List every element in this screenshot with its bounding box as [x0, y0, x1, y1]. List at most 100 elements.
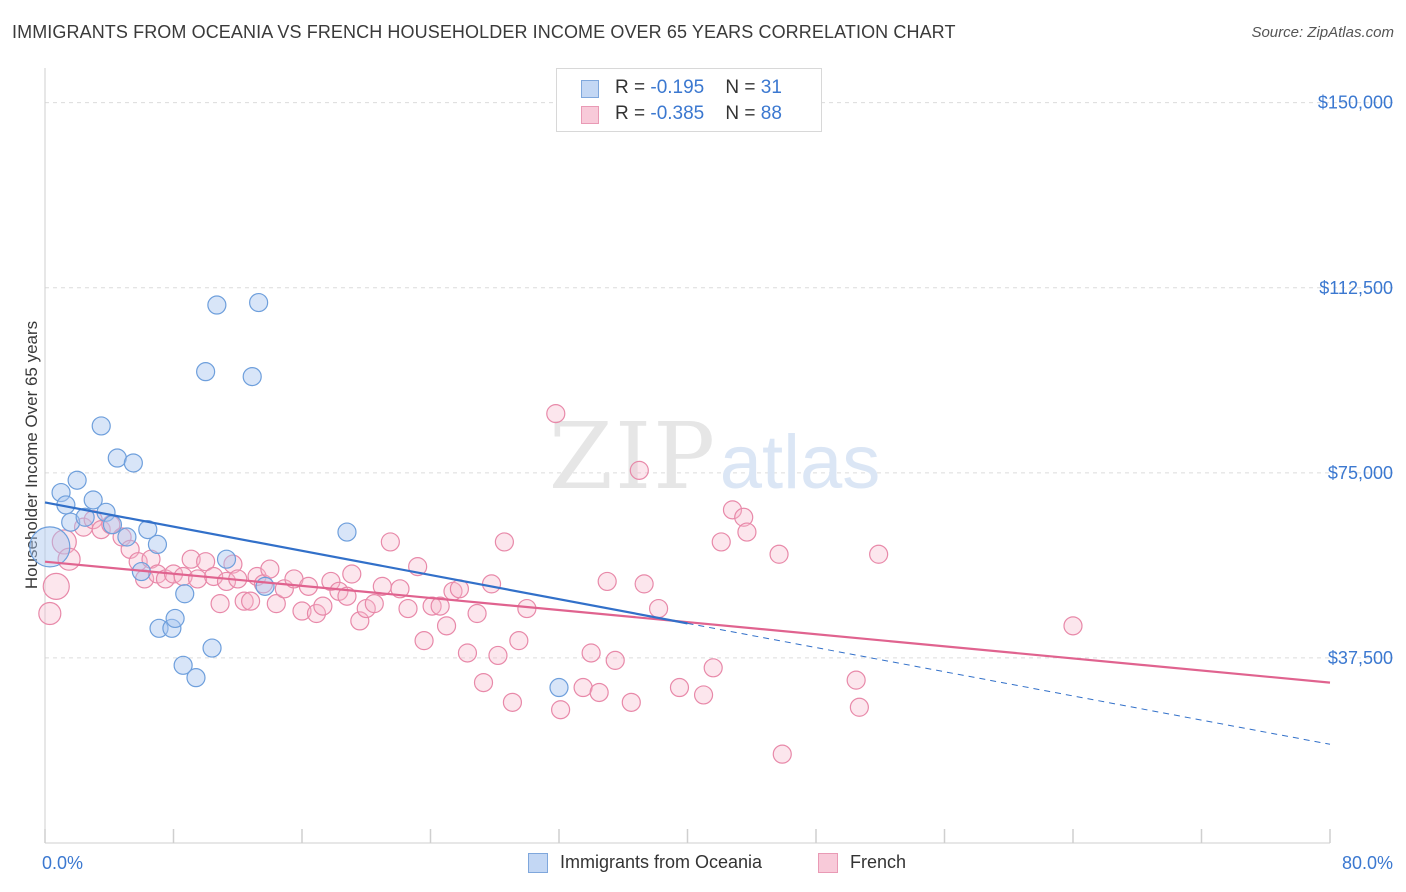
data-point-oceania: [207, 295, 227, 315]
data-point-oceania: [242, 366, 262, 387]
legend-r-label: R =: [615, 103, 651, 124]
data-point-french: [589, 682, 609, 703]
data-point-oceania: [138, 519, 158, 540]
data-point-french: [337, 586, 357, 606]
data-point-french: [849, 697, 869, 717]
data-point-french: [551, 700, 571, 720]
data-point-oceania: [123, 453, 143, 473]
data-point-french: [216, 571, 237, 592]
data-point-french: [436, 616, 457, 636]
legend-r-value: -0.385: [650, 103, 705, 124]
watermark-zip: ZIP: [549, 403, 717, 510]
tick-labels: $37,500 $75,000 $112,500 $150,000 0.0% 80.0%: [42, 93, 1393, 873]
data-point-french: [398, 598, 418, 619]
data-point-oceania: [202, 638, 222, 658]
data-point-french: [210, 594, 230, 614]
data-point-french: [629, 460, 649, 480]
data-point-french: [494, 532, 514, 552]
data-point-french: [573, 677, 593, 698]
oceania-points: [29, 292, 569, 698]
legend-r-label: R =: [615, 77, 651, 98]
legend-n-label: N =: [725, 103, 761, 124]
data-point-oceania: [75, 507, 95, 527]
data-point-oceania: [29, 526, 71, 568]
x-tick-label-min: 0.0%: [42, 853, 83, 873]
legend-r-value: -0.195: [650, 77, 705, 98]
data-point-oceania: [91, 416, 111, 436]
data-point-french: [546, 404, 566, 424]
data-point-oceania: [107, 448, 127, 468]
data-point-oceania: [255, 576, 275, 596]
data-point-french: [488, 645, 508, 666]
data-point-french: [196, 552, 216, 572]
data-point-french: [292, 601, 312, 621]
watermark-atlas: atlas: [720, 420, 881, 505]
data-point-french: [846, 670, 866, 690]
correlation-legend: R = -0.195 N = 31 R = -0.385 N = 88: [556, 68, 822, 132]
data-point-french: [390, 579, 410, 599]
data-point-oceania: [117, 527, 137, 547]
bottom-legend-swatch-french: [818, 853, 838, 873]
bottom-legend-swatch-oceania: [528, 853, 548, 873]
data-point-oceania: [147, 534, 168, 555]
data-point-french: [581, 643, 601, 663]
data-point-french: [350, 611, 370, 631]
data-point-french: [342, 564, 362, 584]
data-point-french: [187, 569, 208, 589]
data-point-french: [364, 594, 384, 614]
legend-n-value: 31: [760, 77, 782, 98]
data-point-oceania: [175, 584, 195, 604]
source-label: Source: ZipAtlas.com: [1251, 24, 1394, 41]
trend-lines: [44, 501, 1331, 745]
data-point-french: [597, 571, 617, 592]
data-point-oceania: [51, 482, 71, 503]
y-tick-label: $75,000: [1328, 463, 1393, 483]
legend-swatch-french: [581, 106, 599, 124]
y-tick-label: $150,000: [1318, 93, 1393, 113]
data-point-oceania: [61, 512, 81, 532]
trend-line-french: [44, 560, 1331, 684]
data-point-french: [772, 744, 792, 764]
trend-line-oceania: [44, 501, 688, 625]
data-point-french: [457, 643, 478, 663]
legend-swatch-oceania: [581, 80, 599, 98]
y-tick-label: $37,500: [1328, 648, 1393, 668]
data-point-french: [605, 650, 625, 670]
chart-title: IMMIGRANTS FROM OCEANIA VS FRENCH HOUSEH…: [12, 22, 956, 42]
data-point-french: [722, 500, 743, 520]
data-point-french: [223, 554, 243, 574]
legend-n-label: N =: [725, 77, 761, 98]
data-point-french: [306, 603, 327, 624]
x-tick-label-max: 80.0%: [1342, 853, 1393, 873]
watermark: ZIP atlas: [549, 403, 880, 510]
data-point-french: [734, 507, 754, 527]
data-point-french: [266, 594, 286, 614]
axes: [44, 68, 1331, 844]
data-point-french: [1063, 616, 1083, 636]
data-point-french: [502, 692, 523, 712]
data-point-french: [509, 631, 529, 651]
data-point-french: [703, 658, 723, 678]
data-point-oceania: [186, 668, 206, 688]
data-point-french: [321, 571, 341, 592]
data-point-french: [693, 685, 714, 705]
bottom-legend-label-oceania: Immigrants from Oceania: [560, 852, 763, 872]
data-point-french: [38, 601, 62, 626]
bottom-legend-label-french: French: [850, 852, 907, 872]
data-point-french: [669, 677, 690, 698]
data-point-french: [473, 672, 494, 693]
data-point-oceania: [102, 515, 123, 535]
data-point-oceania: [173, 655, 193, 675]
data-point-oceania: [337, 522, 357, 542]
data-point-french: [42, 572, 70, 600]
data-point-french: [769, 544, 789, 564]
data-point-french: [621, 692, 641, 712]
data-point-french: [711, 532, 731, 552]
data-point-french: [467, 603, 487, 624]
french-points: [38, 404, 1083, 764]
data-point-french: [869, 544, 889, 564]
data-point-french: [634, 574, 654, 594]
data-point-oceania: [165, 608, 185, 629]
data-point-oceania: [83, 490, 103, 510]
